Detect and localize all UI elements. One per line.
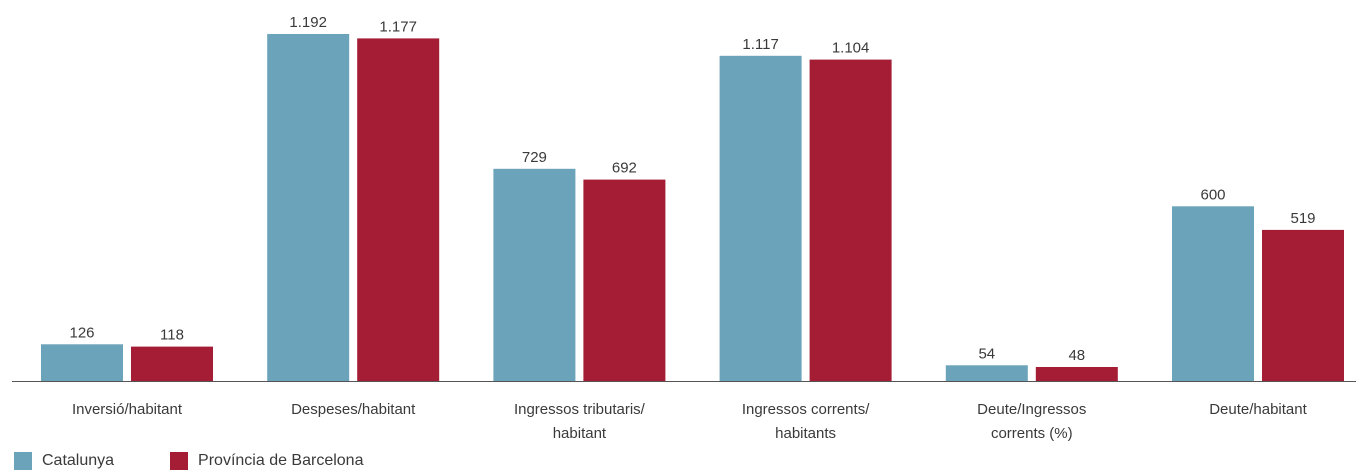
category-label-line-4-0: Deute/Ingressos <box>977 401 1086 418</box>
category-label-line-1-0: Despeses/habitant <box>291 401 416 418</box>
category-label-line-3-1: habitants <box>775 425 836 442</box>
value-label-provincia-barcelona-3: 1.104 <box>832 40 870 57</box>
bar-catalunya-4 <box>945 365 1028 381</box>
bar-provincia-barcelona-3 <box>809 59 892 381</box>
value-labels-group: 126 118 1.192 1.177 729 692 1.117 1.104 54 48 600 5… <box>69 14 1315 364</box>
category-label-line-2-0: Ingressos tributaris/ <box>514 401 646 418</box>
legend-swatch-catalunya <box>14 451 32 470</box>
category-label-line-5-0: Deute/habitant <box>1209 401 1307 418</box>
bar-catalunya-1 <box>267 34 350 381</box>
value-label-provincia-barcelona-1: 1.177 <box>379 18 417 35</box>
category-label-1: Despeses/habitant <box>291 401 416 418</box>
category-label-line-4-1: corrents (%) <box>991 425 1073 442</box>
legend-item-provincia-barcelona: Província de Barcelona <box>170 451 364 470</box>
value-label-catalunya-1: 1.192 <box>289 14 327 31</box>
bar-provincia-barcelona-1 <box>357 38 440 382</box>
category-label-line-2-1: habitant <box>553 425 607 442</box>
value-label-provincia-barcelona-5: 519 <box>1290 210 1315 227</box>
value-label-catalunya-3: 1.117 <box>742 36 778 53</box>
legend: Catalunya Província de Barcelona <box>14 450 419 471</box>
value-label-provincia-barcelona-2: 692 <box>612 160 637 177</box>
bar-provincia-barcelona-5 <box>1262 229 1344 381</box>
legend-item-catalunya: Catalunya <box>14 451 115 470</box>
value-label-provincia-barcelona-0: 118 <box>160 327 184 344</box>
bar-catalunya-2 <box>493 168 576 381</box>
category-label-0: Inversió/habitant <box>72 401 183 418</box>
value-label-provincia-barcelona-4: 48 <box>1068 347 1085 364</box>
legend-label-catalunya: Catalunya <box>42 451 115 469</box>
category-label-line-3-0: Ingressos corrents/ <box>742 401 870 418</box>
category-label-3: Ingressos corrents/habitants <box>742 401 870 442</box>
category-labels-group: Inversió/habitant Despeses/habitant Ingres… <box>72 401 1308 442</box>
value-label-catalunya-0: 126 <box>69 324 94 341</box>
category-label-2: Ingressos tributaris/habitant <box>514 401 646 442</box>
value-label-catalunya-5: 600 <box>1200 186 1225 203</box>
bar-catalunya-0 <box>41 344 123 381</box>
value-label-catalunya-2: 729 <box>522 149 547 166</box>
legend-label-provincia-barcelona: Província de Barcelona <box>198 451 364 469</box>
category-label-4: Deute/Ingressos corrents (%) <box>977 401 1086 442</box>
bar-provincia-barcelona-0 <box>131 346 213 381</box>
legend-swatch-provincia-barcelona <box>170 451 189 470</box>
bar-catalunya-3 <box>719 55 802 382</box>
bars-group <box>41 34 1344 382</box>
bar-provincia-barcelona-2 <box>583 179 666 381</box>
bar-provincia-barcelona-4 <box>1035 367 1118 381</box>
category-label-5: Deute/habitant <box>1209 401 1307 418</box>
value-label-catalunya-4: 54 <box>978 345 995 362</box>
bar-catalunya-5 <box>1172 206 1254 381</box>
category-label-line-0-0: Inversió/habitant <box>72 401 183 418</box>
